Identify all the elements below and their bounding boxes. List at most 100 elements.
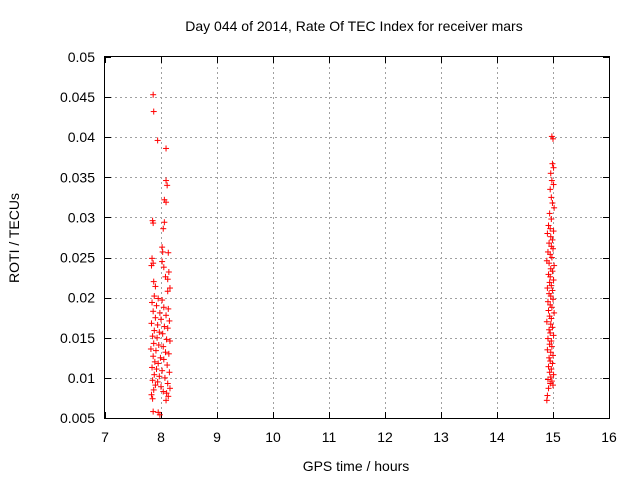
data-point	[547, 273, 554, 280]
data-point	[156, 373, 163, 380]
data-point	[544, 230, 551, 237]
y-axis-tick-labels: 0.005 0.01 0.015 0.02 0.025 0.03 0.035 0.04 0.04…	[60, 49, 95, 426]
data-point	[549, 236, 556, 243]
data-point	[148, 391, 155, 398]
data-point	[150, 408, 157, 415]
data-point	[161, 219, 168, 226]
data-point	[546, 354, 553, 361]
data-point	[154, 321, 161, 328]
data-point	[163, 312, 170, 319]
data-point	[544, 376, 551, 383]
data-point	[160, 225, 167, 232]
data-point	[548, 177, 555, 184]
data-point	[550, 181, 557, 188]
data-point	[546, 210, 553, 217]
data-point	[163, 336, 170, 343]
y-tick-label: 0.005	[60, 410, 95, 426]
data-point	[550, 352, 556, 359]
data-point	[544, 335, 551, 342]
data-point	[163, 199, 170, 206]
data-point	[545, 222, 552, 229]
y-tick-label: 0.04	[68, 129, 95, 145]
data-point	[148, 320, 155, 327]
data-point	[159, 330, 166, 337]
data-point	[149, 333, 156, 340]
data-point	[551, 309, 558, 316]
data-point	[165, 350, 172, 357]
x-tick-label: 11	[322, 429, 337, 445]
data-point	[550, 277, 557, 284]
data-point	[547, 349, 554, 356]
data-point	[166, 385, 173, 392]
data-point	[150, 386, 157, 393]
data-point	[550, 135, 556, 142]
data-point	[548, 337, 555, 344]
data-point	[151, 371, 158, 378]
data-point	[147, 346, 154, 353]
data-point	[163, 390, 170, 397]
data-point	[166, 317, 173, 324]
data-point	[151, 327, 158, 334]
data-point	[548, 315, 555, 322]
data-point	[161, 323, 168, 330]
data-point	[155, 295, 162, 302]
data-point	[543, 318, 550, 325]
data-point	[546, 260, 553, 267]
x-tick-label: 7	[101, 429, 109, 445]
data-point	[153, 366, 160, 373]
chart-title: Day 044 of 2014, Rate Of TEC Index for r…	[185, 18, 522, 34]
axis-ticks	[105, 57, 610, 419]
data-point	[549, 287, 556, 294]
data-point	[150, 340, 157, 347]
data-point	[164, 362, 171, 369]
data-point	[160, 343, 167, 350]
data-point	[548, 216, 555, 223]
data-point	[165, 268, 172, 275]
data-point	[163, 397, 170, 404]
data-point	[159, 258, 166, 265]
data-point	[164, 276, 171, 283]
data-point	[547, 170, 554, 177]
y-tick-label: 0.035	[60, 169, 95, 185]
data-point	[158, 383, 164, 390]
data-point	[550, 164, 557, 171]
data-point	[162, 349, 169, 356]
data-point	[155, 360, 162, 367]
data-point	[150, 91, 157, 98]
data-point	[548, 343, 555, 350]
data-point	[149, 255, 156, 262]
data-point	[547, 225, 554, 232]
data-point	[166, 285, 173, 292]
data-point	[160, 388, 167, 395]
data-point	[547, 293, 554, 300]
data-point	[550, 296, 556, 303]
data-point	[543, 397, 550, 404]
data-point	[154, 334, 161, 341]
data-points	[147, 91, 558, 418]
data-point	[149, 364, 156, 371]
data-point	[155, 341, 162, 348]
x-tick-label: 9	[213, 429, 221, 445]
data-point	[547, 321, 554, 328]
data-point	[548, 194, 555, 201]
x-tick-label: 16	[601, 429, 617, 445]
data-point	[550, 382, 556, 389]
data-point	[548, 366, 555, 373]
data-point	[163, 145, 170, 152]
data-point	[160, 356, 167, 363]
data-point	[544, 392, 551, 399]
x-tick-label: 15	[545, 429, 561, 445]
y-tick-label: 0.02	[68, 290, 95, 306]
data-point	[149, 299, 156, 306]
data-point	[152, 347, 159, 354]
data-point	[550, 245, 556, 252]
x-axis-tick-labels: 7 8 9 10 11 12 13 14 15 16	[101, 429, 617, 445]
data-point	[544, 298, 551, 305]
data-point	[551, 204, 558, 211]
data-point	[163, 177, 170, 184]
data-point	[164, 182, 171, 189]
data-point	[546, 279, 553, 286]
y-axis-title: ROTI / TECUs	[6, 193, 22, 283]
data-point	[165, 393, 172, 400]
